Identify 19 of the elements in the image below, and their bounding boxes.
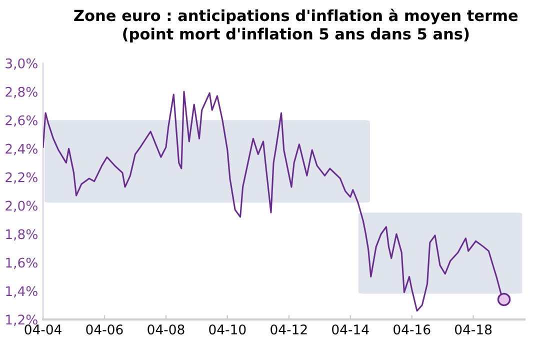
y-tick-label: 1,2% (6, 314, 38, 326)
y-tick-label: 2,2% (6, 172, 38, 184)
y-tick-label: 2,0% (6, 200, 38, 212)
y-tick-label: 2,6% (6, 115, 38, 127)
y-tick-label: 1,4% (6, 286, 38, 298)
chart-title: Zone euro : anticipations d'inflation à moyen terme (point mort d'inflation 5 ans dans 5 ans) (74, 8, 518, 43)
x-tick-label: 04-06 (86, 324, 123, 334)
x-tick-label: 04-16 (394, 324, 430, 334)
x-tick-label: 04-18 (455, 324, 492, 334)
y-tick-label: 2,4% (6, 144, 38, 156)
x-tick-label: 04-08 (148, 324, 184, 334)
x-tick-label: 04-14 (332, 324, 369, 334)
y-tick-label: 3,0% (6, 58, 38, 70)
x-tick-label: 04-12 (270, 324, 307, 334)
x-tick-label: 04-10 (209, 324, 246, 334)
y-tick-label: 2,8% (6, 86, 38, 98)
x-tick-label: 04-04 (24, 324, 62, 334)
y-tick-label: 1,6% (6, 258, 38, 270)
y-tick-label: 1,8% (6, 229, 38, 241)
